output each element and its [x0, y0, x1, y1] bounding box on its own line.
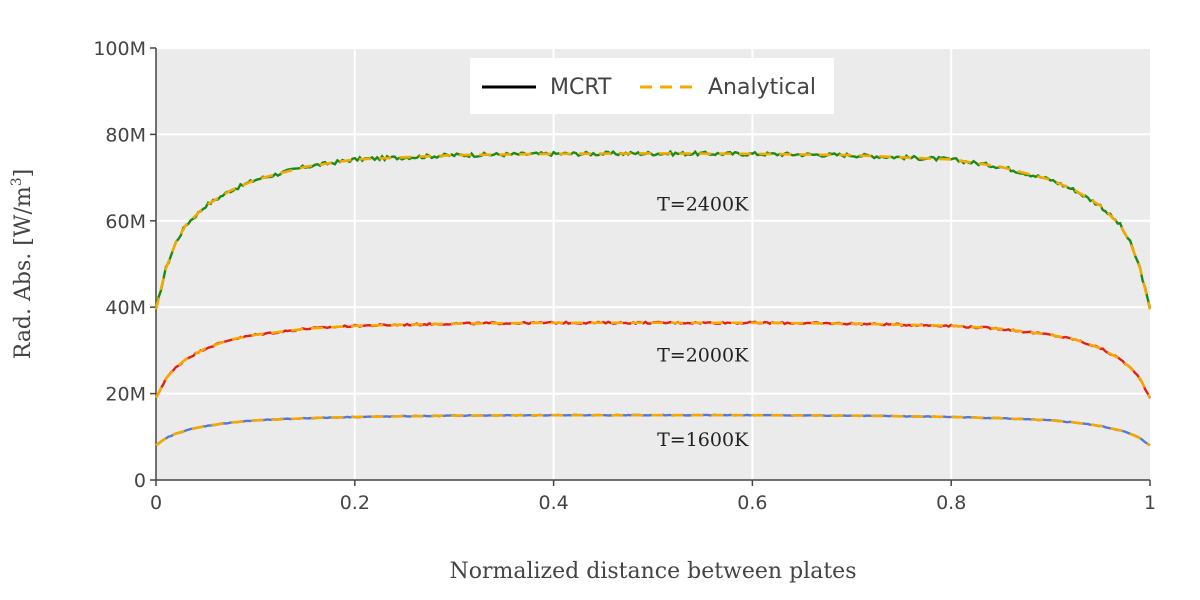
x-tick-label-2: 0.4: [538, 492, 568, 514]
y-tick-label-2: 40M: [105, 297, 146, 319]
legend-label-mcrt: MCRT: [550, 75, 612, 100]
y-tick-label-3: 60M: [105, 211, 146, 233]
y-axis: 0 20M 40M 60M 80M 100M: [93, 38, 157, 492]
x-tick-label-5: 1: [1144, 492, 1156, 514]
x-axis-title: Normalized distance between plates: [450, 559, 857, 584]
legend-label-analytical: Analytical: [708, 75, 816, 100]
curve-label-1: T=2000K: [657, 345, 749, 367]
curve-label-2: T=1600K: [657, 429, 749, 451]
x-tick-label-0: 0: [150, 492, 162, 514]
y-tick-label-0: 0: [134, 470, 146, 492]
y-tick-label-4: 80M: [105, 124, 146, 146]
curve-annotations: T=2400K T=2000K T=1600K: [657, 194, 749, 451]
analytical-line-0: [154, 152, 1152, 310]
analytical-line-1: [154, 321, 1152, 399]
series-layer: [154, 149, 1152, 447]
curve-label-0: T=2400K: [657, 194, 749, 216]
legend: MCRT Analytical: [470, 58, 834, 114]
curve-group-2: [155, 413, 1151, 447]
x-tick-label-3: 0.6: [737, 492, 767, 514]
curve-group-0: [154, 149, 1152, 310]
y-tick-label-5: 100M: [93, 38, 146, 60]
x-axis: 0 0.2 0.4 0.6 0.8 1: [150, 479, 1156, 514]
plot-background: [156, 48, 1150, 480]
analytical-line-2: [155, 413, 1151, 447]
y-axis-title-exponent: 3: [9, 177, 25, 186]
y-axis-title-end: ]: [11, 169, 36, 178]
y-tick-label-1: 20M: [105, 384, 146, 406]
curve-group-1: [154, 320, 1152, 399]
x-tick-label-4: 0.8: [936, 492, 966, 514]
y-axis-title-main: Rad. Abs. [W/m: [11, 186, 36, 359]
y-axis-title: Rad. Abs. [W/m3]: [9, 169, 36, 360]
grid-lines: [156, 47, 1150, 480]
x-tick-label-1: 0.2: [340, 492, 370, 514]
